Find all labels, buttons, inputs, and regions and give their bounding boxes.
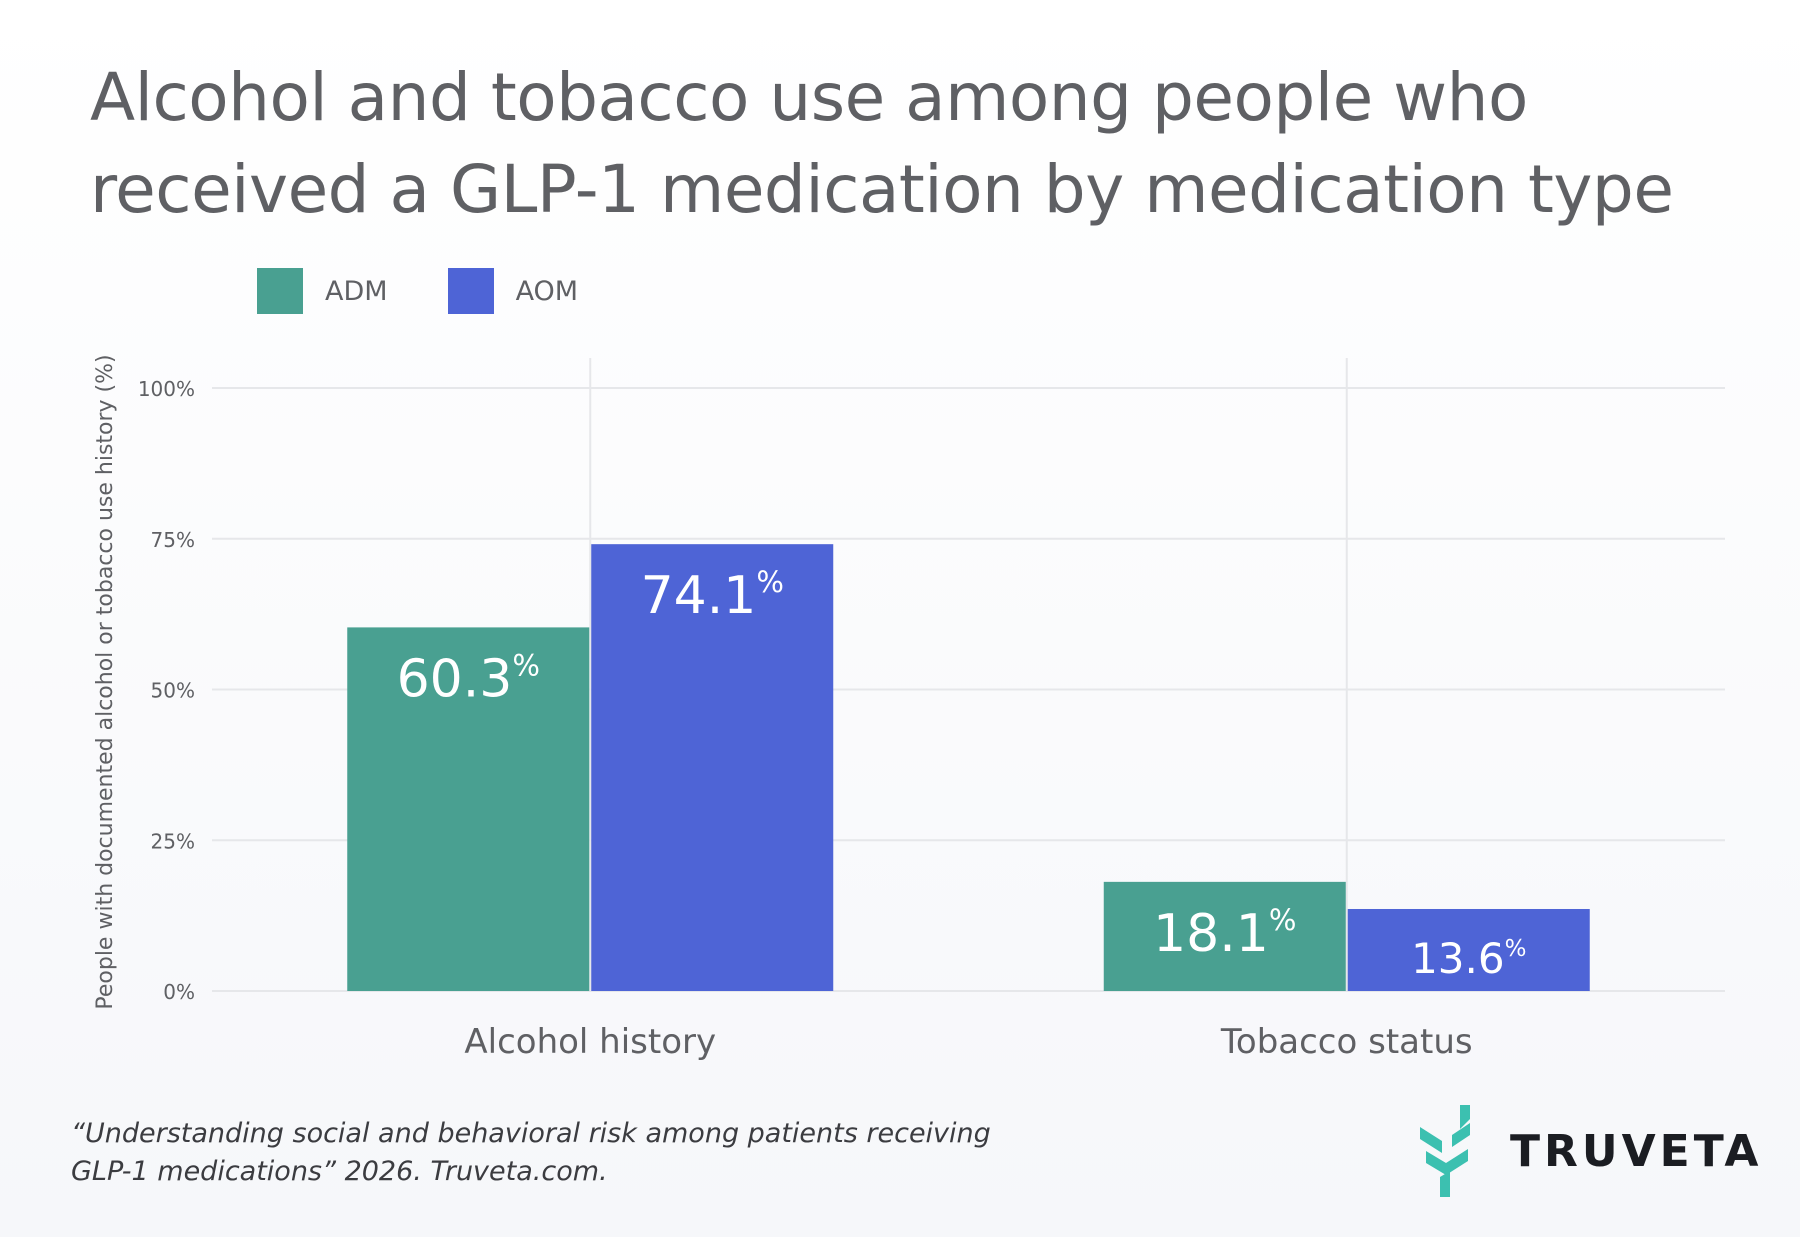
legend-item-aom: AOM — [447, 268, 579, 314]
legend-swatch-aom — [447, 268, 494, 314]
data-label: 74.1% — [641, 565, 784, 626]
citation-line-2: GLP-1 medications” 2026. Truveta.com. — [71, 1156, 608, 1187]
legend-label-aom: AOM — [515, 275, 579, 307]
y-axis-title: People with documented alcohol or tobacc… — [93, 354, 118, 1009]
x-category-label: Tobacco status — [1220, 1022, 1473, 1062]
bar-adm-1 — [1103, 881, 1346, 991]
citation-line-1: “Understanding social and behavioral ris… — [71, 1118, 991, 1149]
logo-wordmark: TRUVETA — [1510, 1125, 1763, 1177]
title-line-2: received a GLP-1 medication by medicatio… — [90, 151, 1674, 228]
y-tick-label: 50% — [151, 679, 195, 703]
y-tick-label: 25% — [151, 829, 195, 853]
source-citation: “Understanding social and behavioral ris… — [71, 1115, 1021, 1191]
legend-swatch-adm — [257, 268, 303, 314]
legend-item-adm: ADM — [257, 268, 388, 314]
truveta-logo-icon — [1420, 1105, 1470, 1197]
bar-aom-0 — [591, 544, 834, 991]
truveta-logo: TRUVETA — [1420, 1105, 1762, 1197]
y-tick-label: 0% — [163, 980, 195, 1004]
bar-adm-0 — [347, 627, 590, 991]
y-tick-label: 100% — [138, 377, 195, 401]
legend-label-adm: ADM — [325, 275, 388, 307]
title-line-1: Alcohol and tobacco use among people who — [90, 59, 1528, 136]
bar-aom-1 — [1347, 908, 1590, 991]
y-tick-label: 75% — [151, 528, 195, 552]
chart-title: Alcohol and tobacco use among people who… — [90, 52, 1740, 236]
legend: ADM AOM — [257, 268, 638, 314]
x-category-label: Alcohol history — [464, 1022, 716, 1062]
